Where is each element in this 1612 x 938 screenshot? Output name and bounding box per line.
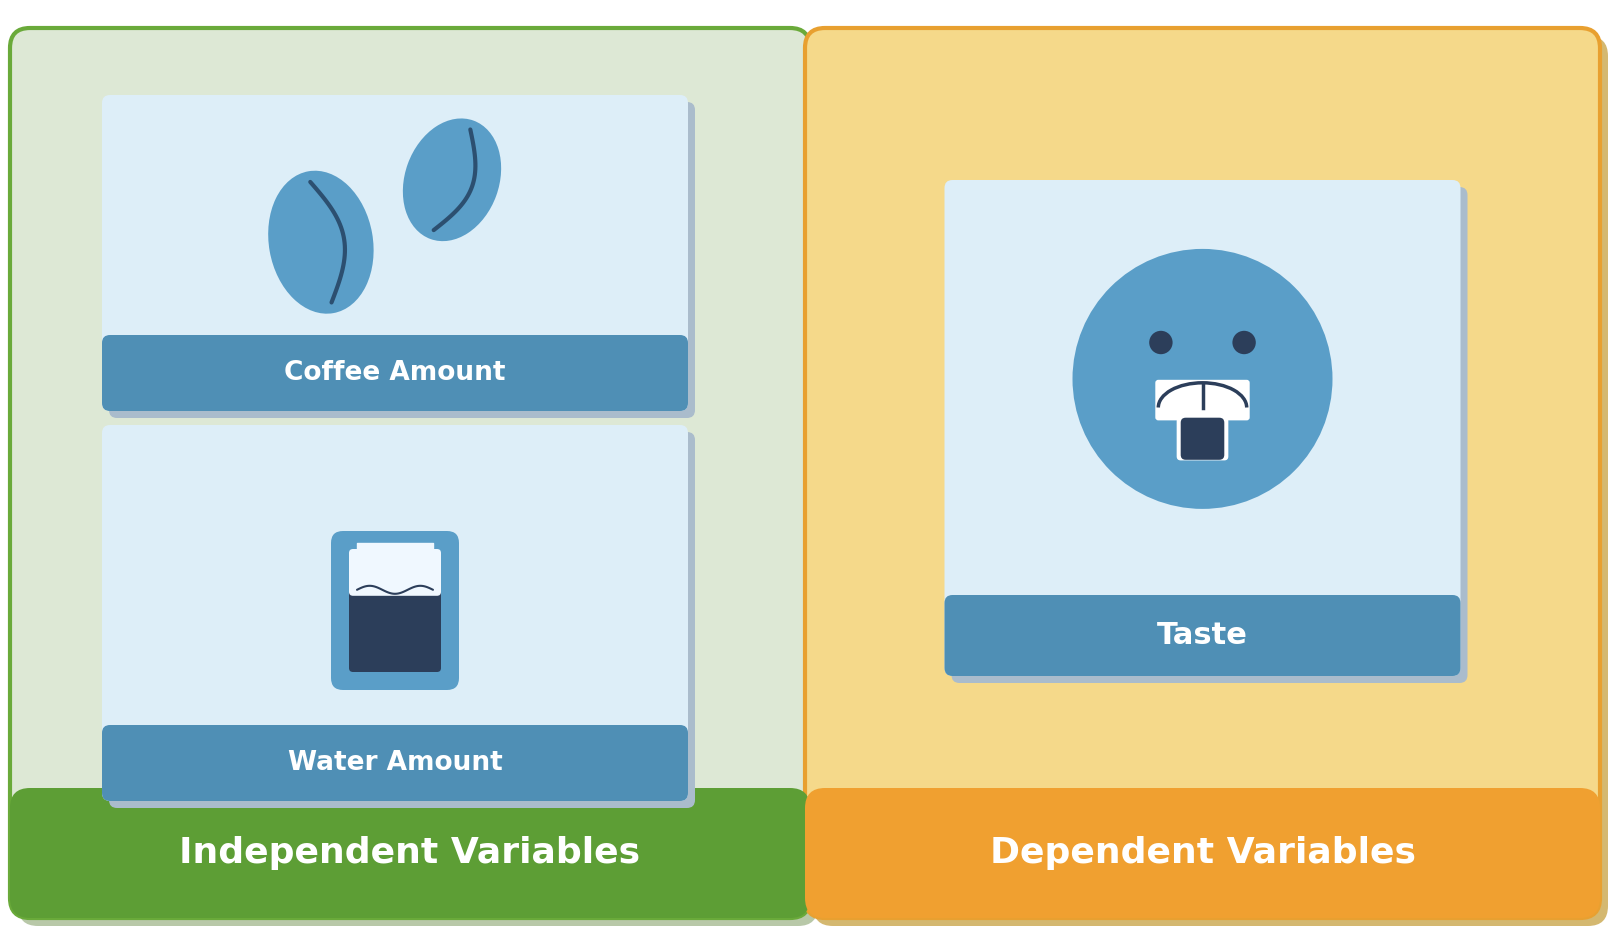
FancyBboxPatch shape [945,180,1460,676]
Text: Water Amount: Water Amount [287,750,503,776]
FancyBboxPatch shape [102,725,688,801]
Bar [953,603,1452,636]
Ellipse shape [268,171,374,313]
FancyBboxPatch shape [10,788,809,918]
Bar [110,733,680,763]
Text: Taste: Taste [1157,621,1248,650]
Circle shape [1233,331,1256,355]
FancyBboxPatch shape [110,432,695,808]
FancyBboxPatch shape [1156,380,1249,420]
FancyBboxPatch shape [330,531,459,690]
Text: Independent Variables: Independent Variables [179,836,640,870]
FancyBboxPatch shape [102,95,688,411]
FancyBboxPatch shape [10,28,809,918]
FancyBboxPatch shape [945,595,1460,676]
FancyBboxPatch shape [812,36,1609,926]
FancyBboxPatch shape [951,187,1467,683]
Circle shape [1072,249,1333,509]
FancyBboxPatch shape [804,788,1601,918]
FancyBboxPatch shape [1177,417,1228,461]
Text: Dependent Variables: Dependent Variables [990,836,1415,870]
FancyBboxPatch shape [1180,417,1224,460]
FancyBboxPatch shape [102,335,688,411]
Ellipse shape [403,118,501,241]
Circle shape [1149,331,1172,355]
FancyBboxPatch shape [350,549,442,596]
FancyBboxPatch shape [18,36,817,926]
Bar [110,343,680,373]
FancyBboxPatch shape [102,425,688,801]
Text: Coffee Amount: Coffee Amount [284,360,506,386]
FancyBboxPatch shape [804,28,1601,918]
FancyBboxPatch shape [350,586,442,672]
FancyBboxPatch shape [110,102,695,418]
Bar [825,808,1580,853]
Bar [31,808,790,853]
